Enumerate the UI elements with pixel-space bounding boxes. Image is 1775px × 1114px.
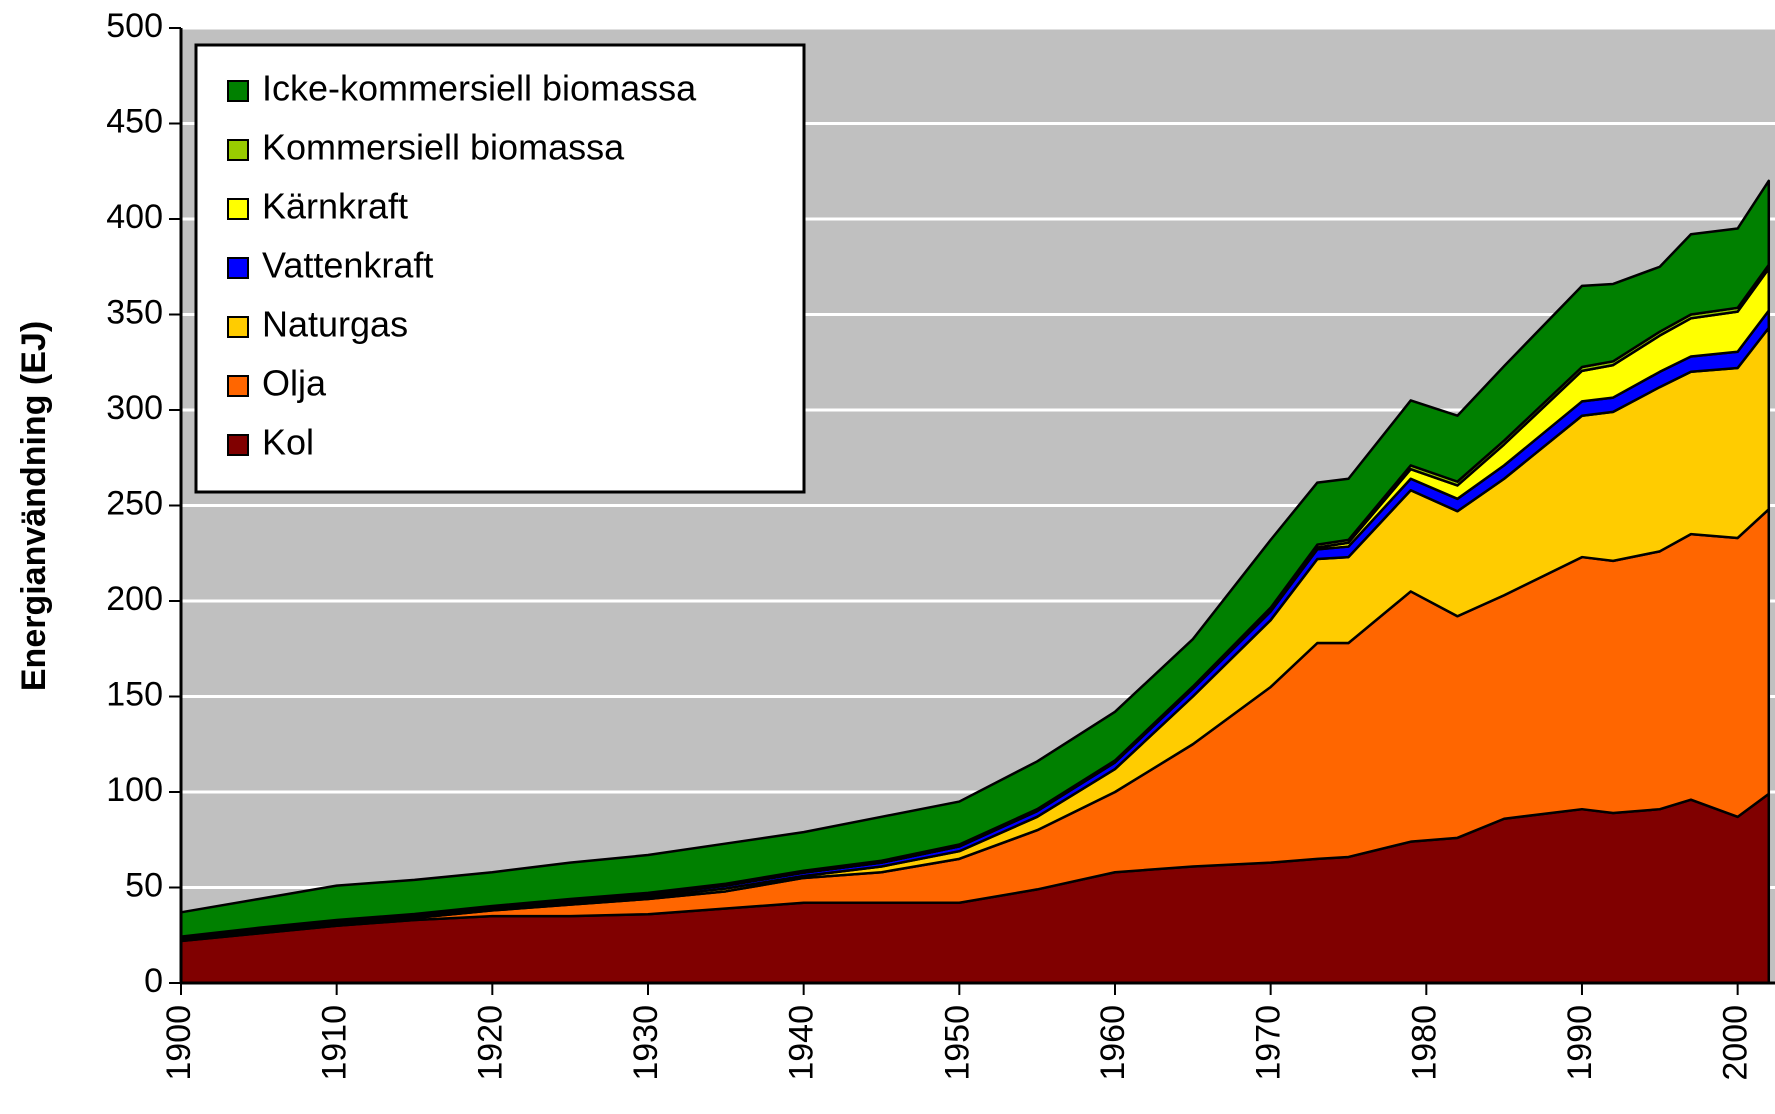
y-tick-label: 250 (106, 484, 163, 522)
legend-label: Vattenkraft (262, 245, 433, 286)
legend-label: Olja (262, 363, 327, 404)
legend-label: Kol (262, 422, 314, 463)
x-tick-label: 1900 (160, 1005, 198, 1081)
x-tick-label: 1970 (1250, 1005, 1288, 1081)
legend-swatch (227, 80, 249, 102)
x-tick-label: 1990 (1561, 1005, 1599, 1081)
x-tick-label: 1950 (938, 1005, 976, 1081)
legend-swatch (227, 257, 249, 279)
legend-swatch (227, 316, 249, 338)
y-axis-label: Energianvändning (EJ) (15, 321, 53, 691)
x-tick-label: 1940 (783, 1005, 821, 1081)
y-tick-label: 300 (106, 389, 163, 427)
y-tick-label: 450 (106, 102, 163, 140)
y-tick-label: 50 (125, 866, 163, 904)
legend-label: Icke-kommersiell biomassa (262, 68, 697, 109)
y-tick-label: 500 (106, 7, 163, 45)
area (179, 179, 1771, 938)
legend-label: Kommersiell biomassa (262, 127, 625, 168)
y-tick-label: 0 (144, 962, 163, 1000)
legend-swatch (227, 139, 249, 161)
y-tick-label: 200 (106, 580, 163, 618)
x-tick-label: 1980 (1405, 1005, 1443, 1081)
y-tick-label: 350 (106, 293, 163, 331)
y-tick-label: 400 (106, 198, 163, 236)
x-tick-label: 1920 (471, 1005, 509, 1081)
x-tick-label: 1930 (627, 1005, 665, 1081)
x-tick-label: 2000 (1717, 1005, 1755, 1081)
legend-swatch (227, 434, 249, 456)
y-tick-label: 150 (106, 675, 163, 713)
y-tick-label: 100 (106, 771, 163, 809)
legend-swatch (227, 198, 249, 220)
legend-swatch (227, 375, 249, 397)
x-tick-label: 1910 (316, 1005, 354, 1081)
legend-label: Naturgas (262, 304, 408, 345)
legend-box (194, 43, 806, 494)
x-tick-label: 1960 (1094, 1005, 1132, 1081)
legend-label: Kärnkraft (262, 186, 408, 227)
